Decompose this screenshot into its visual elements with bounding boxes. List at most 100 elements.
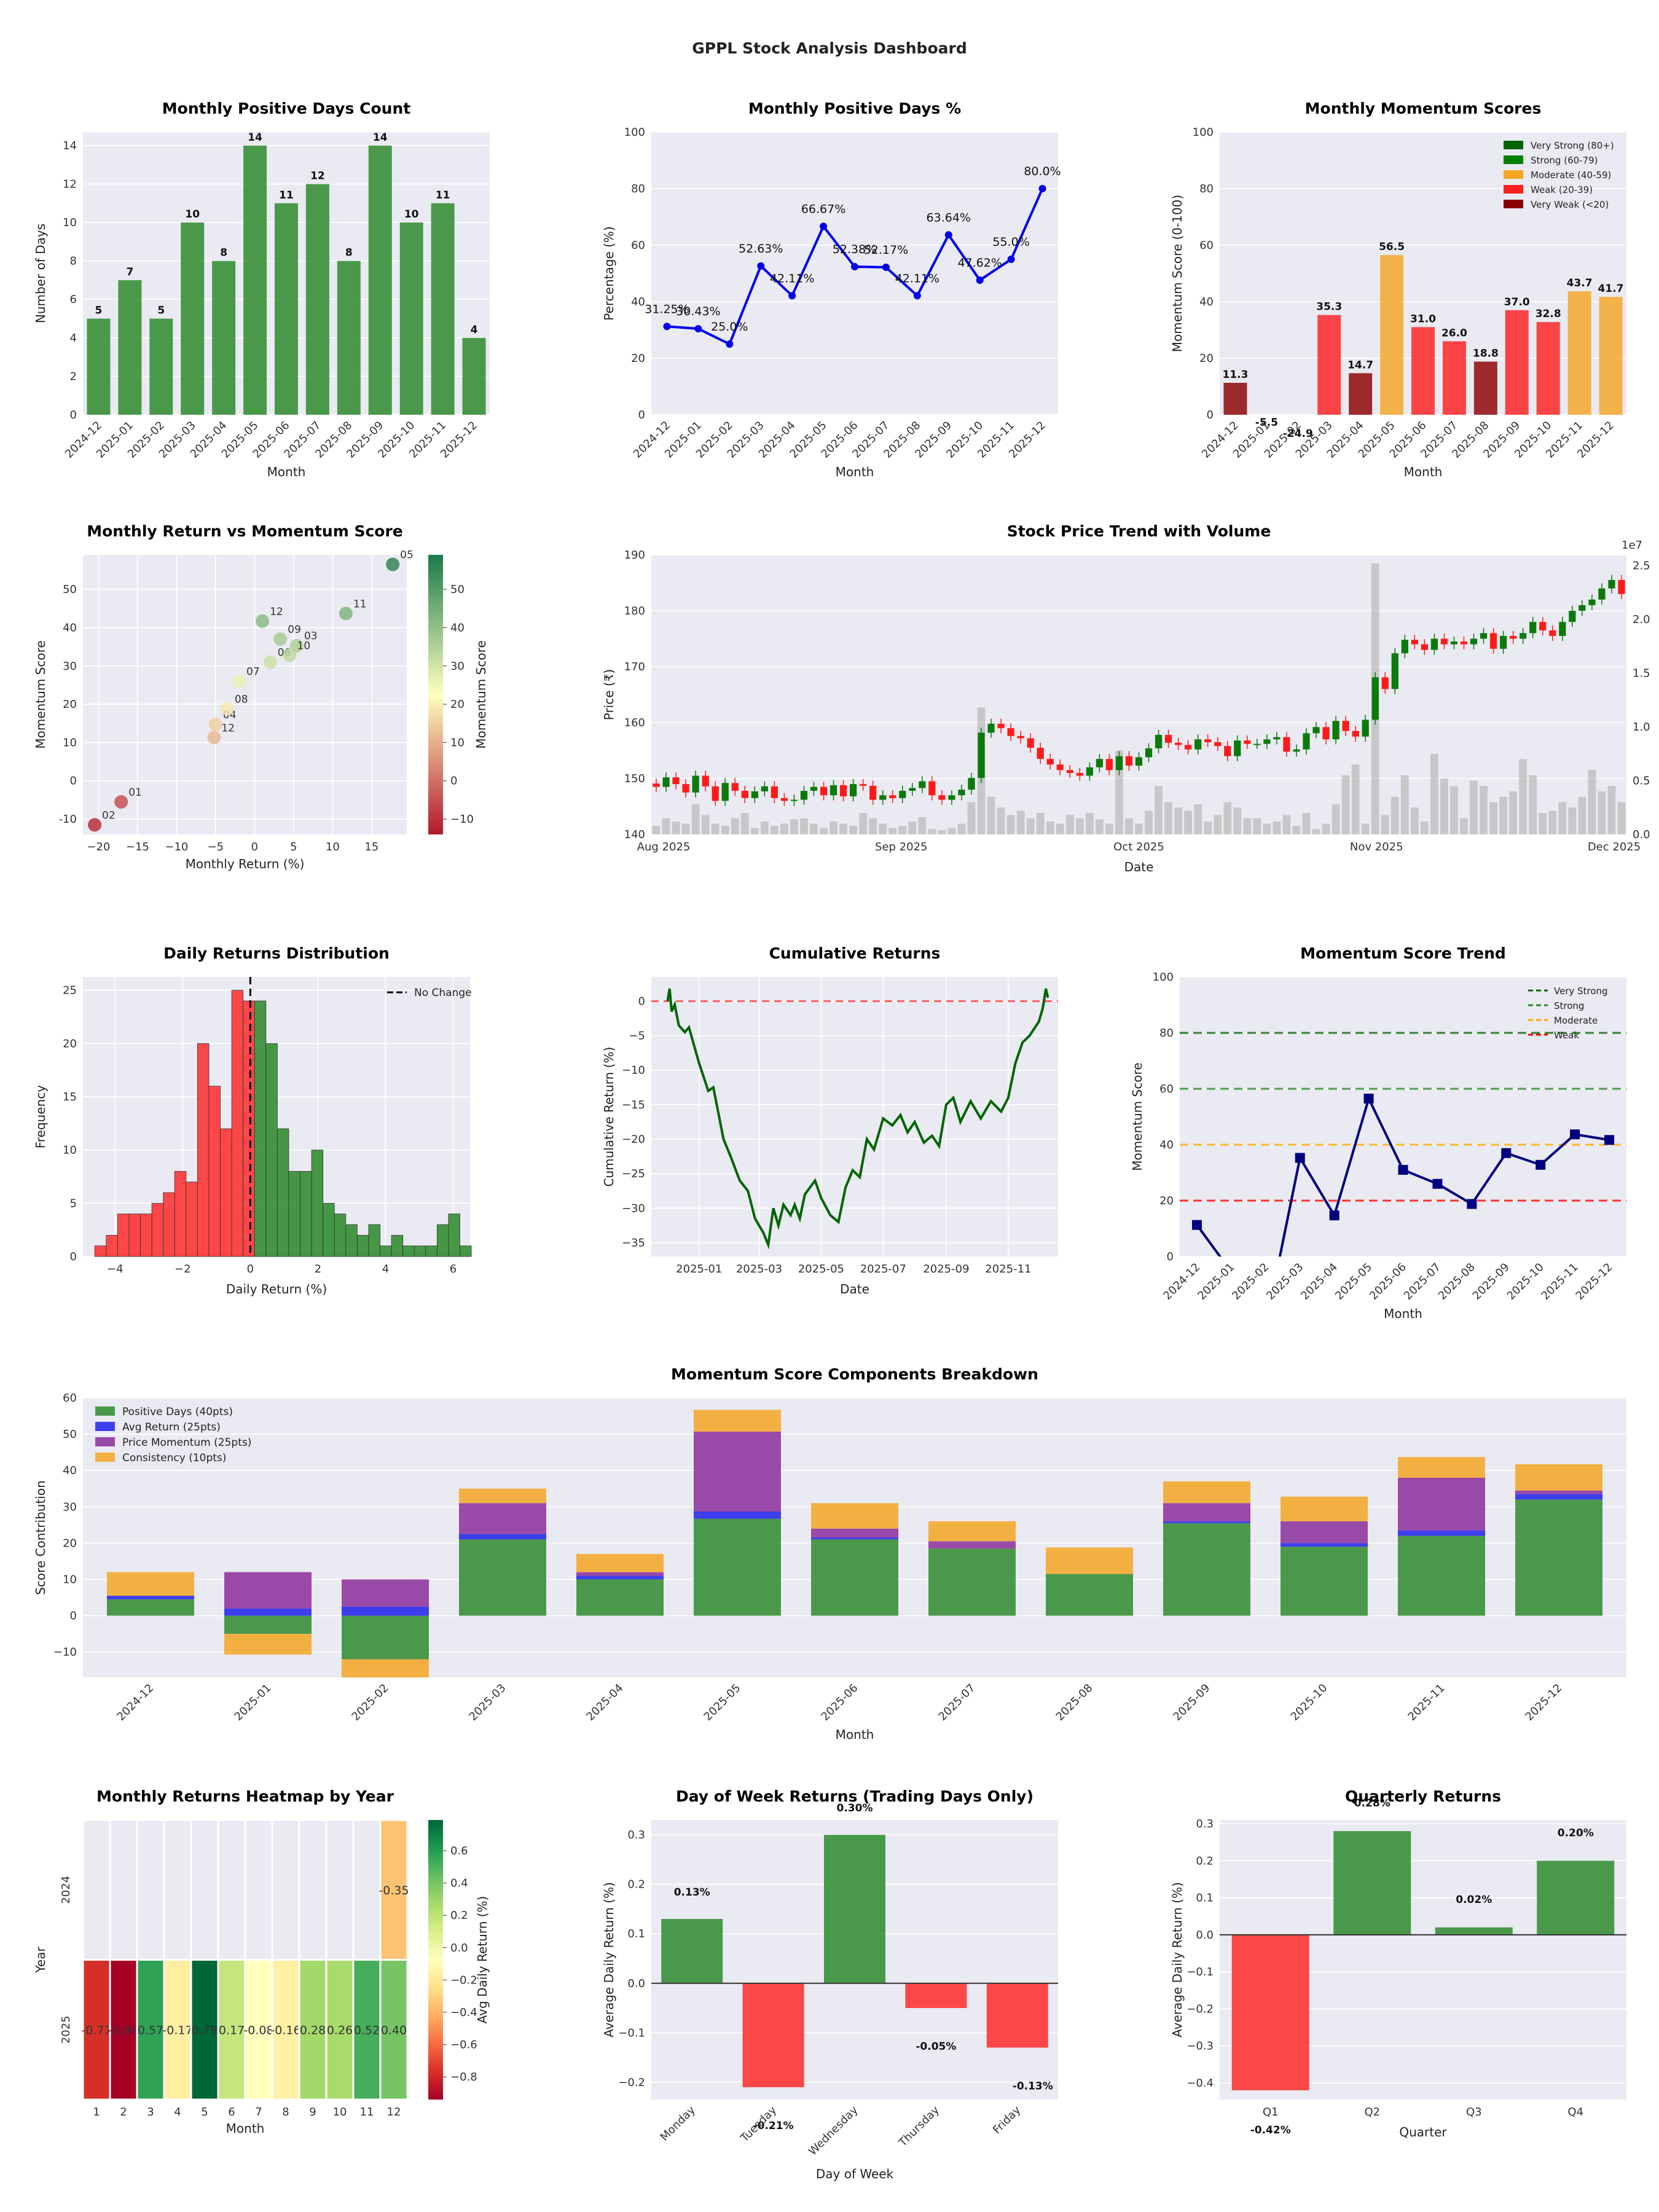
x-tick-label: 2025-04: [584, 1682, 626, 1724]
data-label: 30.43%: [676, 305, 720, 318]
y-tick-label: 20: [63, 1537, 77, 1550]
colorbar-tick-label: 0.6: [450, 1845, 468, 1857]
stacked-segment: [1281, 1521, 1368, 1543]
x-tick-label: 12: [387, 2106, 401, 2119]
candle-body: [1588, 599, 1596, 605]
y-tick-label: 60: [63, 1392, 77, 1405]
volume-bar: [859, 813, 868, 834]
point-label: 09: [288, 624, 301, 636]
volume-bar: [662, 818, 670, 834]
x-tick-label: 10: [333, 2106, 347, 2119]
x-tick-label: 2025-07: [860, 1263, 906, 1276]
data-label: 0.28%: [1354, 1797, 1390, 1810]
candle-body: [1135, 757, 1143, 766]
x-tick-label: 2024-12: [1161, 1261, 1202, 1303]
volume-bar: [1135, 823, 1143, 834]
volume-bar: [1578, 796, 1586, 834]
stacked-bars: [107, 1410, 1602, 1677]
y-tick-label: 40: [1159, 1139, 1174, 1151]
y-tick-label: −30: [622, 1202, 645, 1215]
x-tick-label: 2025-06: [818, 1682, 860, 1724]
candle-body: [1027, 738, 1034, 748]
candle-body: [1332, 721, 1339, 740]
legend-label: Very Weak (<20): [1531, 199, 1609, 210]
legend-label: Very Strong (80+): [1531, 140, 1614, 151]
candle-body: [761, 786, 768, 791]
bar: [742, 1983, 804, 2087]
heatmap-cell: [82, 1819, 111, 1961]
y-tick-label: 0: [70, 1610, 77, 1623]
x-tick-label: 2025-02: [1230, 1261, 1271, 1303]
stacked-segment: [1163, 1521, 1250, 1523]
x-tick-label: 2025-03: [466, 1682, 508, 1724]
histogram-bar: [254, 1000, 267, 1257]
colorbar-label: Avg Daily Return (%): [475, 1896, 490, 2024]
x-tick-label: 2024-12: [114, 1682, 156, 1724]
stacked-segment: [928, 1548, 1016, 1616]
bar: [149, 318, 173, 415]
legend-label: Moderate (40-59): [1531, 170, 1611, 181]
candle-body: [1460, 641, 1468, 645]
colorbar-tick-label: 0.4: [450, 1877, 468, 1890]
y-tick-label: 60: [1199, 239, 1214, 252]
y-axis-label: Score Contribution: [33, 1480, 48, 1595]
volume-bar: [1470, 780, 1478, 834]
bar: [1536, 322, 1560, 415]
y-tick-label: 100: [624, 126, 645, 139]
volume-bar: [1075, 818, 1084, 834]
bar: [1599, 297, 1623, 415]
candle-body: [1007, 728, 1014, 736]
candle-body: [1342, 721, 1349, 731]
x-tick-label: 6: [450, 1263, 457, 1276]
bar: [1349, 373, 1373, 415]
volume-bar: [1292, 826, 1301, 834]
x-tick-label: Oct 2025: [1113, 841, 1164, 853]
volume-tick-label: 0.0: [1633, 828, 1650, 841]
volume-bar: [1223, 802, 1232, 834]
y-tick-label: 100: [1193, 126, 1214, 139]
volume-bar: [1539, 813, 1547, 834]
volume-bar: [869, 818, 877, 834]
chart-title: Monthly Positive Days Count: [162, 100, 410, 117]
candle-body: [672, 777, 680, 785]
candle-body: [1234, 740, 1241, 756]
candle-body: [1510, 635, 1517, 639]
volume-bar: [721, 826, 729, 834]
point-label: 12: [270, 606, 283, 618]
histogram-bar: [106, 1234, 118, 1257]
cell-label: 0.79: [192, 2023, 218, 2037]
chart-title: Daily Returns Distribution: [163, 944, 390, 962]
dashboard-title: GPPL Stock Analysis Dashboard: [692, 39, 967, 57]
candle-body: [1115, 756, 1123, 771]
candle-body: [1579, 605, 1586, 611]
candle-body: [869, 785, 877, 800]
candle-body: [1559, 622, 1566, 636]
candle-body: [1608, 579, 1615, 589]
chart-title: Day of Week Returns (Trading Days Only): [676, 1787, 1033, 1805]
y-tick-label: 6: [70, 293, 77, 306]
volume-bar: [672, 822, 680, 834]
data-label: 4: [471, 324, 478, 336]
histogram-bar: [208, 1086, 221, 1257]
y-tick-label: 0: [1167, 1250, 1174, 1263]
stacked-segment: [1046, 1547, 1133, 1574]
histogram-bar: [334, 1214, 347, 1257]
volume-bar: [701, 815, 710, 834]
data-label: 41.7: [1598, 283, 1624, 295]
x-tick-label: Dec 2025: [1588, 841, 1641, 853]
bar: [1435, 1927, 1513, 1935]
x-tick-label: −2: [175, 1263, 191, 1276]
scatter-point: [208, 718, 222, 732]
stacked-segment: [694, 1410, 781, 1432]
data-label: 0.30%: [837, 1802, 873, 1814]
volume-bar: [1085, 813, 1094, 834]
y-tick-label: 150: [624, 772, 645, 785]
bar: [905, 1983, 967, 2009]
y-axis-label: Momentum Score: [1130, 1062, 1145, 1171]
histogram-bar: [140, 1214, 152, 1257]
candle-body: [1381, 677, 1389, 689]
data-point: [694, 325, 702, 333]
y-tick-label: 0.3: [1196, 1818, 1214, 1830]
x-tick-label: 2025-07: [936, 1682, 978, 1724]
